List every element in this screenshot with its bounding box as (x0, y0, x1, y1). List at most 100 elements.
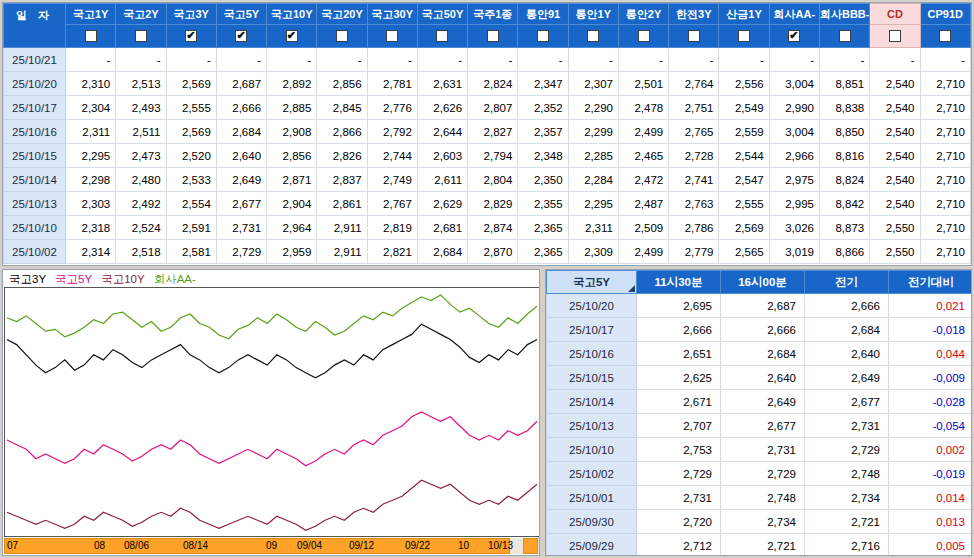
rate-cell: 2,904 (267, 192, 317, 216)
rate-cell: 2,779 (669, 240, 719, 264)
column-header-국주1종[interactable]: 국주1종 (468, 4, 518, 25)
date-cell: 25/10/20 (547, 294, 637, 318)
column-header-통안2Y[interactable]: 통안2Y (618, 4, 668, 25)
checkbox-cell-CP91D (920, 25, 970, 48)
column-header-회사BBB-[interactable]: 회사BBB- (819, 4, 869, 25)
checkbox-cell-통안1Y (568, 25, 618, 48)
column-header-국고10Y[interactable]: 국고10Y (267, 4, 317, 25)
time-1130-cell: 2,731 (637, 486, 721, 510)
checkbox-회사AA-[interactable] (788, 30, 800, 42)
rate-cell: 8,842 (819, 192, 869, 216)
time-1600-cell: 2,649 (721, 390, 805, 414)
rate-cell: 2,581 (166, 240, 216, 264)
rate-cell: 2,751 (669, 96, 719, 120)
rate-cell: 2,964 (267, 216, 317, 240)
scrollbar-end-button[interactable] (523, 538, 538, 554)
checkbox-국고2Y[interactable] (135, 30, 147, 42)
rate-cell: 2,603 (417, 144, 467, 168)
column-header-국고2Y[interactable]: 국고2Y (116, 4, 166, 25)
checkbox-국고30Y[interactable] (386, 30, 398, 42)
date-cell: 25/10/17 (547, 318, 637, 342)
column-header-국고1Y[interactable]: 국고1Y (66, 4, 116, 25)
bond-rates-window: 일 자국고1Y국고2Y국고3Y국고5Y국고10Y국고20Y국고30Y국고50Y국… (0, 0, 974, 558)
checkbox-통안1Y[interactable] (587, 30, 599, 42)
rate-cell: 2,565 (719, 240, 769, 264)
column-header-국고5Y[interactable]: 국고5Y (216, 4, 266, 25)
column-header-통안91[interactable]: 통안91 (518, 4, 568, 25)
x-axis-label: 08 (94, 540, 105, 551)
rate-cell: 2,710 (920, 192, 970, 216)
rate-cell: 2,908 (267, 120, 317, 144)
scrollbar-thumb[interactable] (4, 538, 510, 554)
column-header-한전3Y[interactable]: 한전3Y (669, 4, 719, 25)
rate-cell: 2,540 (870, 72, 920, 96)
rate-cell: 2,710 (920, 168, 970, 192)
rate-cell: 2,493 (116, 96, 166, 120)
rate-cell: 2,499 (618, 120, 668, 144)
rate-cell: 2,786 (669, 216, 719, 240)
chart-scrollbar[interactable]: 070808/0608/140909/0409/1209/221010/13 (4, 538, 539, 554)
checkbox-국고10Y[interactable] (286, 30, 298, 42)
column-header-국고20Y[interactable]: 국고20Y (317, 4, 367, 25)
column-header-통안1Y[interactable]: 통안1Y (568, 4, 618, 25)
checkbox-CP91D[interactable] (939, 30, 951, 42)
rate-cell: 2,540 (870, 192, 920, 216)
checkbox-국고20Y[interactable] (336, 30, 348, 42)
x-axis-label: 09 (266, 540, 277, 551)
chart-panel: 국고3Y국고5Y국고10Y회사AA- 070808/0608/140909/04… (2, 269, 540, 556)
checkbox-CD[interactable] (889, 30, 901, 42)
x-axis-label: 08/06 (124, 540, 149, 551)
rate-cell: 2,556 (719, 72, 769, 96)
rate-cell: 2,626 (417, 96, 467, 120)
column-header-CP91D[interactable]: CP91D (920, 4, 970, 25)
date-cell: 25/09/30 (547, 510, 637, 534)
rate-cell: 2,350 (518, 168, 568, 192)
column-header-국고50Y[interactable]: 국고50Y (417, 4, 467, 25)
date-cell: 25/10/16 (4, 120, 66, 144)
column-header-CD[interactable]: CD (870, 4, 920, 25)
rate-cell: 2,499 (618, 240, 668, 264)
rate-cell: 2,990 (769, 96, 819, 120)
checkbox-국고50Y[interactable] (436, 30, 448, 42)
change-cell: 0,013 (889, 510, 973, 534)
checkbox-국주1종[interactable] (487, 30, 499, 42)
checkbox-회사BBB-[interactable] (839, 30, 851, 42)
checkbox-국고5Y[interactable] (235, 30, 247, 42)
checkbox-cell-국고2Y (116, 25, 166, 48)
checkbox-산금1Y[interactable] (738, 30, 750, 42)
rate-cell: 2,295 (66, 144, 116, 168)
checkbox-cell-통안91 (518, 25, 568, 48)
checkbox-한전3Y[interactable] (688, 30, 700, 42)
rate-cell: 2,554 (166, 192, 216, 216)
intraday-header-전기: 전기 (805, 271, 889, 294)
rate-cell: 2,644 (417, 120, 467, 144)
time-1600-cell: 2,729 (721, 462, 805, 486)
rate-cell: 2,856 (267, 144, 317, 168)
date-cell: 25/10/16 (547, 342, 637, 366)
column-header-회사AA-[interactable]: 회사AA- (769, 4, 819, 25)
time-1130-cell: 2,720 (637, 510, 721, 534)
intraday-header-국고5Y[interactable]: 국고5Y (547, 271, 637, 294)
rate-cell: 2,569 (166, 120, 216, 144)
column-header-국고3Y[interactable]: 국고3Y (166, 4, 216, 25)
daily-rates-panel: 일 자국고1Y국고2Y국고3Y국고5Y국고10Y국고20Y국고30Y국고50Y국… (2, 2, 972, 266)
rate-cell: 2,744 (367, 144, 417, 168)
rate-cell: 2,304 (66, 96, 116, 120)
rate-cell: 2,480 (116, 168, 166, 192)
rate-cell: 2,765 (669, 120, 719, 144)
column-header-국고30Y[interactable]: 국고30Y (367, 4, 417, 25)
rate-cell: 2,866 (317, 120, 367, 144)
column-header-산금1Y[interactable]: 산금1Y (719, 4, 769, 25)
checkbox-통안91[interactable] (537, 30, 549, 42)
checkbox-cell-국고3Y (166, 25, 216, 48)
rate-cell: 2,824 (468, 72, 518, 96)
rate-cell: 3,004 (769, 72, 819, 96)
checkbox-국고1Y[interactable] (85, 30, 97, 42)
previous-cell: 2,731 (805, 414, 889, 438)
checkbox-국고3Y[interactable] (185, 30, 197, 42)
checkbox-통안2Y[interactable] (638, 30, 650, 42)
rate-cell: 2,309 (568, 240, 618, 264)
time-1130-cell: 2,666 (637, 318, 721, 342)
change-cell: -0,028 (889, 390, 973, 414)
rate-cell: 2,559 (719, 120, 769, 144)
